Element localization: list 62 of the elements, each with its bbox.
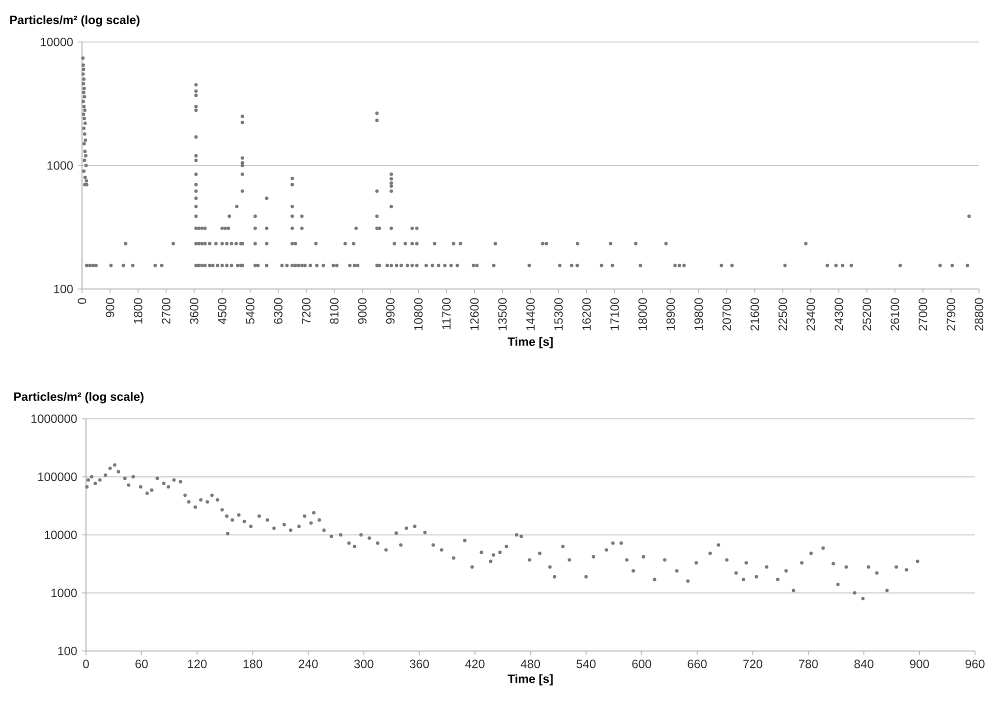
x-tick-label: 14400 [526,298,535,330]
y-tick-label: 1000 [48,161,73,170]
x-tick-label: 7200 [302,298,311,324]
y-axis-title: Particles/m² (log scale) [10,15,140,27]
x-tick-label: 720 [743,660,762,668]
x-tick-label: 8100 [330,298,339,324]
x-tick-label: 900 [106,298,114,318]
x-tick-label: 5400 [246,298,254,324]
y-tick-label: 1000 [52,588,77,598]
x-tick-label: 60 [136,660,148,668]
y-tick-label: 100000 [38,472,77,482]
x-tick-label: 120 [188,660,207,668]
x-tick-label: 780 [798,660,818,668]
y-tick-label: 1000000 [32,414,77,423]
x-tick-label: 9900 [386,298,395,324]
x-tick-label: 480 [520,660,540,668]
x-tick-label: 18900 [666,298,675,330]
x-tick-label: 20700 [722,298,731,330]
x-tick-label: 0 [83,660,89,668]
x-tick-label: 18000 [638,298,647,330]
x-tick-label: 15300 [554,298,563,330]
x-tick-label: 26100 [890,298,900,330]
x-tick-label: 22500 [778,298,788,330]
x-tick-label: 360 [410,660,429,668]
x-tick-label: 300 [354,660,374,668]
x-tick-label: 3600 [190,298,198,324]
x-tick-label: 21600 [750,298,760,330]
x-tick-label: 27000 [918,298,928,330]
y-tick-label: 100 [54,284,73,294]
x-tick-label: 6300 [274,298,282,324]
x-tick-label: 420 [465,660,484,668]
x-tick-label: 4500 [218,298,226,324]
x-tick-label: 180 [244,660,262,668]
x-tick-label: 240 [298,660,318,668]
x-tick-label: 16200 [582,298,591,330]
x-tick-label: 660 [688,660,707,668]
x-tick-label: 1800 [134,298,142,324]
y-tick-label: 10000 [40,38,73,46]
y-axis-title: Particles/m² (log scale) [14,392,144,404]
x-axis-title: Time [s] [508,337,553,348]
x-tick-label: 28800 [974,298,984,330]
x-tick-label: 19800 [694,298,703,330]
x-axis-title: Time [s] [508,674,553,686]
x-tick-label: 10800 [414,298,423,330]
x-tick-label: 25200 [862,298,872,330]
x-tick-label: 540 [576,660,596,668]
y-tick-label: 100 [58,646,77,656]
x-tick-label: 27900 [946,298,956,330]
x-tick-label: 17100 [610,298,619,330]
x-tick-label: 900 [910,660,929,668]
x-tick-label: 960 [966,660,985,668]
x-tick-label: 13500 [498,298,507,330]
x-tick-label: 0 [78,298,86,304]
x-tick-label: 840 [854,660,874,668]
x-tick-label: 2700 [162,298,170,324]
x-tick-label: 24300 [834,298,844,330]
x-tick-label: 600 [632,660,652,668]
x-tick-label: 12600 [470,298,479,330]
x-tick-label: 23400 [806,298,816,330]
x-tick-label: 9000 [358,298,367,324]
y-tick-label: 10000 [44,530,77,540]
x-tick-label: 11700 [442,298,451,330]
